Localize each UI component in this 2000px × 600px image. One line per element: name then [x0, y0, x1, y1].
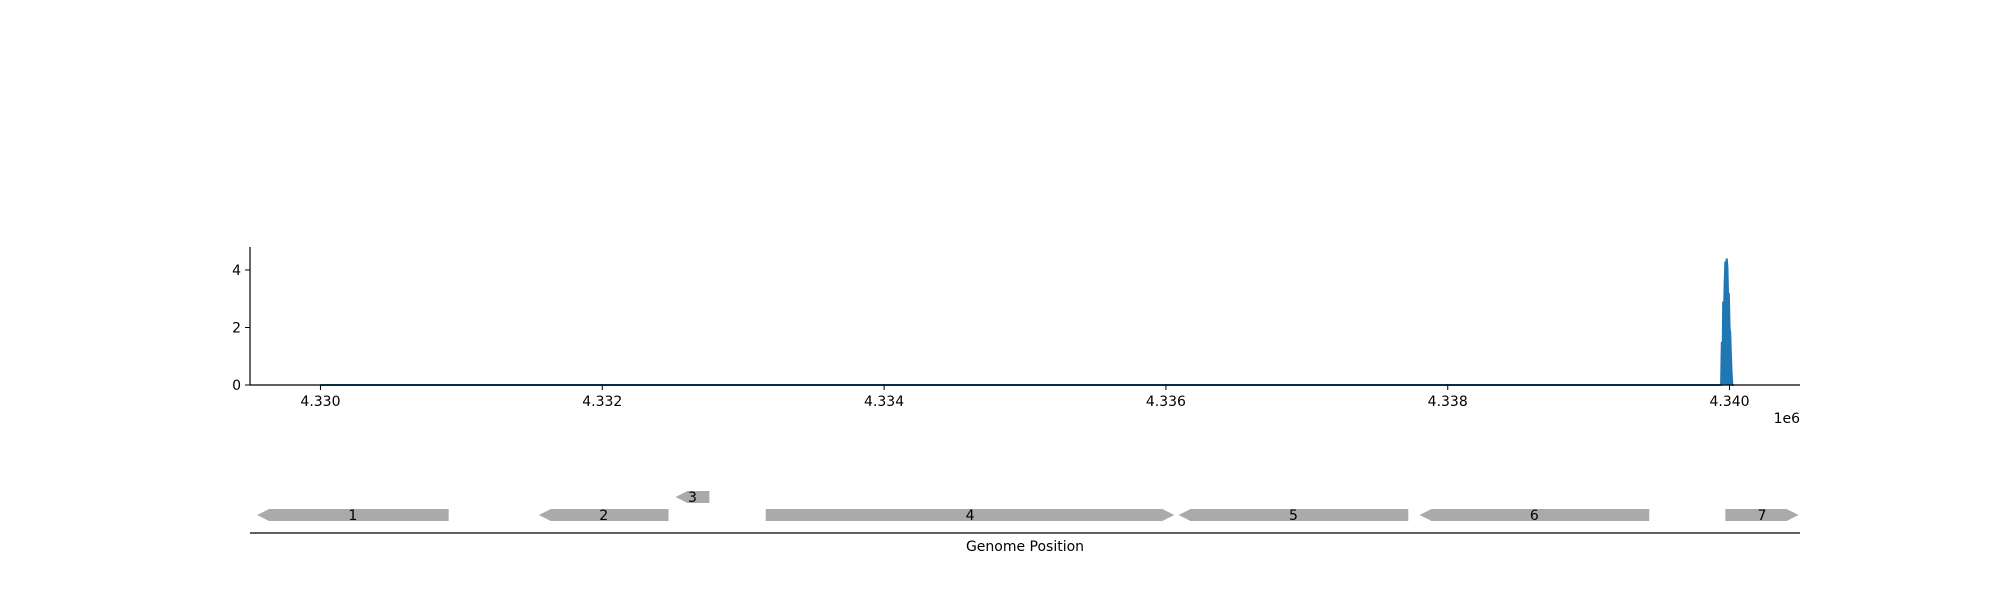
coverage-area-0 — [320, 258, 1734, 385]
y-tick-label: 0 — [232, 378, 241, 394]
x-tick-label: 4.334 — [864, 394, 904, 410]
gene-arrow-7 — [1725, 509, 1799, 521]
gene-label-4: 4 — [966, 508, 975, 524]
gene-arrow-1 — [257, 509, 449, 521]
x-tick-label: 4.332 — [582, 394, 622, 410]
coverage-x-ticks: 4.330 4.332 4.334 4.336 4.338 4.340 — [300, 385, 1750, 410]
coverage-plot-area — [320, 258, 1734, 386]
x-axis-label: Genome Position — [966, 539, 1084, 555]
x-tick-label: 4.338 — [1428, 394, 1468, 410]
y-tick-label: 4 — [232, 263, 241, 279]
gene-arrow-3 — [675, 491, 710, 503]
gene-label-5: 5 — [1289, 508, 1298, 524]
coverage-y-ticks: 0 2 4 — [232, 263, 250, 394]
gene-arrow-6 — [1419, 509, 1650, 521]
gene-track-axes: 1 2 3 4 5 6 7 Genome Position — [250, 490, 1800, 555]
y-tick-label: 2 — [232, 321, 241, 337]
gene-arrow-5 — [1178, 509, 1409, 521]
x-tick-label: 4.340 — [1709, 394, 1749, 410]
gene-label-6: 6 — [1530, 508, 1539, 524]
gene-arrow-4 — [765, 509, 1175, 521]
gene-features: 1 2 3 4 5 6 7 — [257, 490, 1799, 524]
x-tick-label: 4.330 — [300, 394, 340, 410]
gene-label-2: 2 — [599, 508, 608, 524]
gene-label-7: 7 — [1757, 508, 1766, 524]
x-offset-label: 1e6 — [1774, 411, 1801, 427]
coverage-axes: 4.330 4.332 4.334 4.336 4.338 4.340 0 2 4 1e6 — [232, 247, 1800, 427]
coverage-line-0 — [320, 258, 1734, 386]
gene-label-1: 1 — [348, 508, 357, 524]
gene-label-3: 3 — [688, 490, 697, 506]
x-tick-label: 4.336 — [1146, 394, 1186, 410]
gene-arrow-2 — [538, 509, 669, 521]
